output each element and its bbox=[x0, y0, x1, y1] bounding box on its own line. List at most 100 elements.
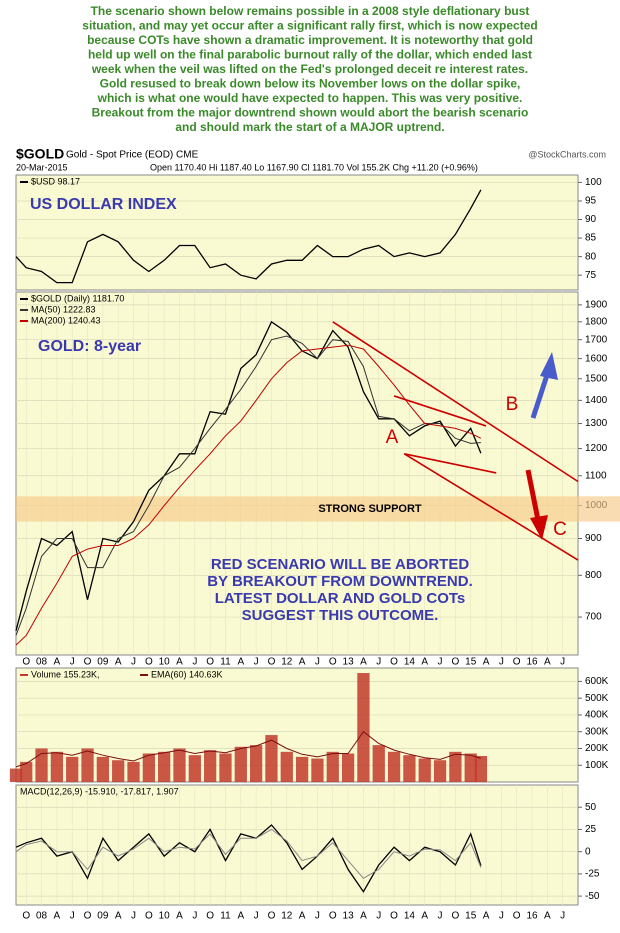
y-tick-label: 0 bbox=[585, 846, 591, 857]
panel bbox=[15, 291, 579, 656]
volume-bar bbox=[403, 755, 416, 782]
volume-bar bbox=[464, 753, 477, 782]
legend-label: MA(50) 1222.83 bbox=[31, 304, 96, 314]
series-line bbox=[15, 335, 481, 636]
x-tick-label: J bbox=[560, 911, 565, 922]
series-line bbox=[15, 828, 482, 879]
description-line: The scenario shown below remains possibl… bbox=[91, 4, 530, 18]
y-tick-label: 900 bbox=[585, 533, 602, 544]
y-tick-label: 50 bbox=[585, 802, 597, 813]
x-tick-label: O bbox=[22, 911, 30, 922]
description-line: Gold resused to break down below its Nov… bbox=[100, 77, 521, 91]
x-tick-label: J bbox=[376, 657, 381, 668]
volume-bar bbox=[50, 751, 64, 782]
x-tick-label: 13 bbox=[343, 657, 355, 668]
y-tick-label: 1100 bbox=[585, 470, 607, 481]
panel-label: US DOLLAR INDEX bbox=[30, 196, 177, 213]
y-tick-label: 1200 bbox=[585, 443, 608, 454]
x-tick-label: A bbox=[176, 657, 183, 668]
y-tick-label: 100K bbox=[585, 760, 609, 771]
volume-bar bbox=[357, 673, 370, 782]
volume-bar bbox=[112, 760, 125, 782]
x-tick-label: 12 bbox=[281, 911, 293, 922]
volume-bar bbox=[433, 760, 447, 782]
x-tick-label: 12 bbox=[281, 657, 293, 668]
x-tick-label: J bbox=[70, 657, 75, 668]
x-tick-label: O bbox=[329, 911, 337, 922]
x-tick-label: O bbox=[206, 911, 214, 922]
volume-bar bbox=[188, 755, 201, 782]
y-tick-label: 500K bbox=[585, 693, 609, 704]
volume-bar bbox=[35, 748, 48, 782]
y-tick-label: 600K bbox=[585, 676, 609, 687]
legend-label: EMA(60) 140.63K bbox=[151, 669, 223, 679]
trendline bbox=[332, 321, 579, 483]
x-tick-label: J bbox=[254, 657, 259, 668]
x-tick-label: O bbox=[513, 657, 521, 668]
scenario-text: LATEST DOLLAR AND GOLD COTs bbox=[215, 590, 466, 607]
y-tick-label: -50 bbox=[585, 891, 600, 902]
volume-bar bbox=[142, 753, 155, 782]
x-tick-label: J bbox=[560, 657, 565, 668]
volume-bar bbox=[474, 755, 488, 782]
x-tick-label: O bbox=[22, 657, 30, 668]
description-line: which is what one would have expected to… bbox=[97, 91, 523, 105]
x-tick-label: A bbox=[360, 657, 367, 668]
x-tick-label: 16 bbox=[526, 911, 538, 922]
x-tick-label: 11 bbox=[220, 657, 231, 668]
legend-label: $GOLD (Daily) 1181.70 bbox=[31, 293, 124, 303]
volume-bar bbox=[9, 768, 23, 782]
x-tick-label: J bbox=[131, 911, 136, 922]
x-tick-label: A bbox=[483, 657, 490, 668]
scenario-text: BY BREAKOUT FROM DOWNTREND. bbox=[207, 573, 473, 590]
y-tick-label: 1800 bbox=[585, 316, 608, 327]
volume-bar bbox=[234, 746, 247, 782]
y-tick-label: 100 bbox=[585, 177, 602, 188]
series-line bbox=[15, 730, 482, 768]
x-tick-label: 15 bbox=[465, 911, 477, 922]
y-tick-label: 1700 bbox=[585, 334, 608, 345]
y-tick-label: 300K bbox=[585, 726, 609, 737]
scenario-text: RED SCENARIO WILL BE ABORTED bbox=[211, 556, 470, 573]
x-tick-label: 09 bbox=[97, 657, 109, 668]
volume-bar bbox=[387, 751, 401, 782]
x-tick-label: A bbox=[237, 657, 244, 668]
x-tick-label: A bbox=[115, 911, 122, 922]
volume-bar bbox=[449, 751, 462, 782]
series-line bbox=[15, 344, 482, 646]
x-tick-label: J bbox=[376, 911, 381, 922]
x-tick-label: 09 bbox=[97, 911, 109, 922]
x-tick-label: O bbox=[145, 657, 153, 668]
trendline bbox=[404, 453, 497, 474]
x-tick-label: 08 bbox=[36, 657, 48, 668]
y-tick-label: -25 bbox=[585, 869, 600, 880]
x-tick-label: J bbox=[254, 911, 259, 922]
date: 20-Mar-2015 bbox=[16, 162, 68, 172]
x-tick-label: 10 bbox=[159, 911, 171, 922]
y-tick-label: 1400 bbox=[585, 395, 608, 406]
y-tick-label: 1500 bbox=[585, 373, 608, 384]
y-tick-label: 800 bbox=[585, 570, 602, 581]
x-tick-label: 10 bbox=[159, 657, 171, 668]
y-tick-label: 90 bbox=[585, 214, 597, 225]
quote: Open 1170.40 Hi 1187.40 Lo 1167.90 Cl 11… bbox=[150, 162, 478, 172]
y-tick-label: 80 bbox=[585, 251, 597, 262]
red-arrow-head bbox=[530, 515, 548, 540]
x-tick-label: J bbox=[192, 657, 197, 668]
volume-bar bbox=[249, 745, 263, 782]
panel-label: GOLD: 8-year bbox=[38, 338, 141, 355]
y-tick-label: 1600 bbox=[585, 353, 608, 364]
description-line: held up well on the final parabolic burn… bbox=[88, 48, 532, 62]
x-tick-label: 08 bbox=[36, 911, 48, 922]
x-tick-label: A bbox=[421, 657, 428, 668]
volume-bar bbox=[81, 748, 94, 782]
blue-arrow bbox=[530, 371, 551, 419]
volume-bar bbox=[96, 756, 109, 782]
volume-bar bbox=[219, 753, 232, 782]
x-tick-label: 15 bbox=[465, 657, 477, 668]
scenario-text: SUGGEST THIS OUTCOME. bbox=[242, 607, 439, 624]
series-line bbox=[15, 824, 482, 893]
x-tick-label: O bbox=[268, 911, 276, 922]
x-tick-label: A bbox=[299, 911, 306, 922]
